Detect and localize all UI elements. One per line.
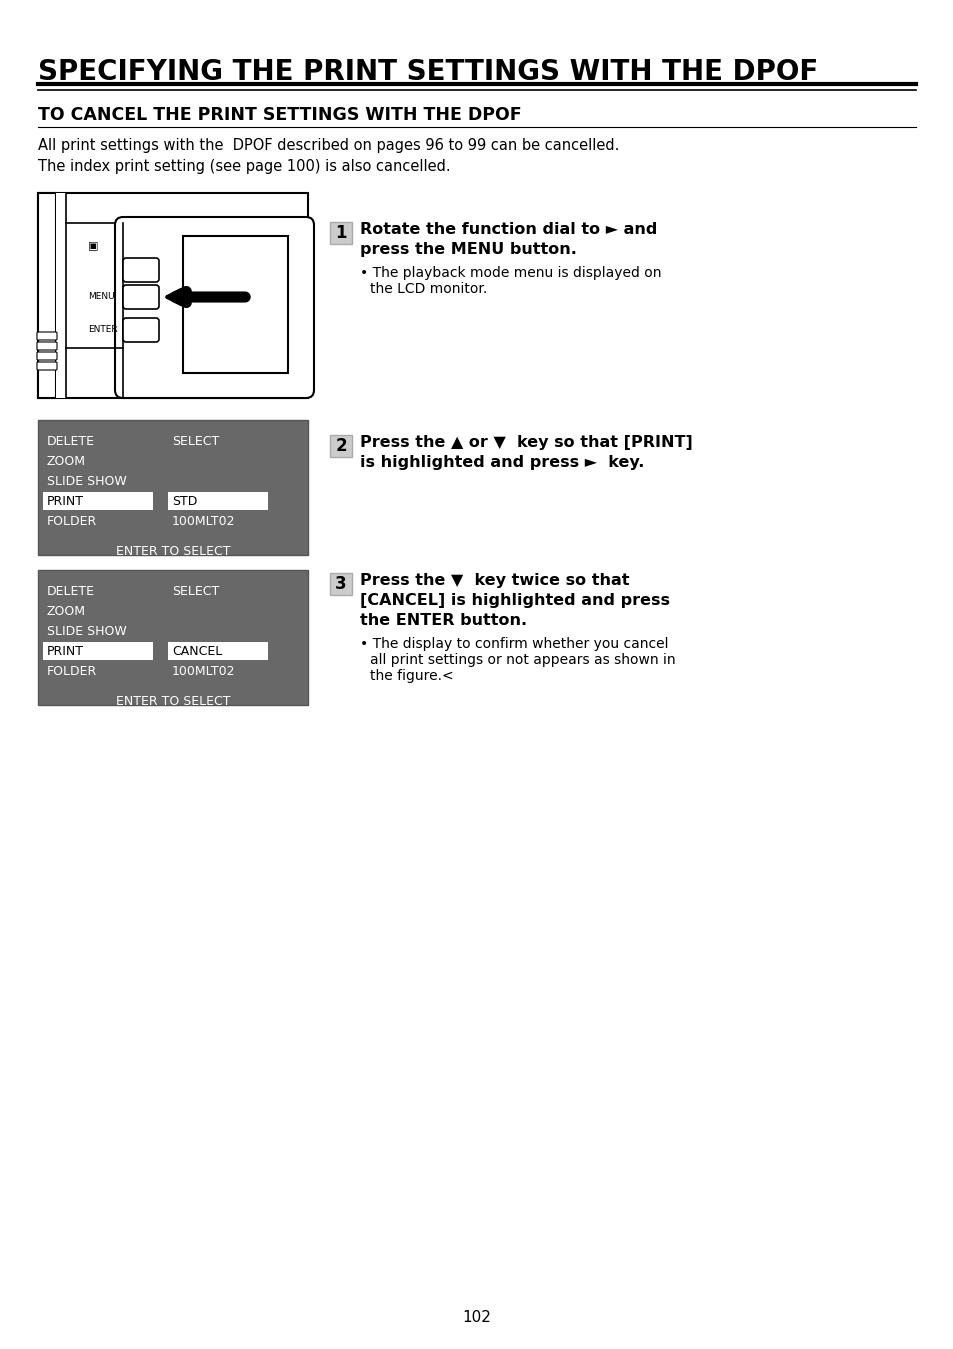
Text: 1: 1 (335, 224, 346, 241)
Bar (183, 236, 288, 374)
FancyBboxPatch shape (123, 285, 159, 309)
Text: ZOOM: ZOOM (47, 604, 86, 618)
FancyBboxPatch shape (37, 332, 57, 340)
Text: FOLDER: FOLDER (47, 515, 97, 527)
Text: the LCD monitor.: the LCD monitor. (370, 282, 487, 295)
Text: ▣: ▣ (88, 241, 98, 251)
Text: ZOOM: ZOOM (47, 455, 86, 468)
Text: TO CANCEL THE PRINT SETTINGS WITH THE DPOF: TO CANCEL THE PRINT SETTINGS WITH THE DP… (38, 107, 521, 124)
Bar (168, 642, 268, 660)
Text: Rotate the function dial to ► and: Rotate the function dial to ► and (359, 223, 657, 237)
Text: PRINT: PRINT (47, 495, 84, 509)
Text: SELECT: SELECT (172, 585, 219, 598)
FancyBboxPatch shape (330, 434, 352, 457)
Text: 102: 102 (462, 1310, 491, 1325)
Text: SELECT: SELECT (172, 434, 219, 448)
FancyBboxPatch shape (123, 318, 159, 343)
Text: 2: 2 (335, 437, 347, 455)
FancyArrowPatch shape (175, 291, 245, 302)
Text: PRINT: PRINT (47, 645, 84, 658)
FancyBboxPatch shape (330, 223, 352, 244)
Text: All print settings with the  DPOF described on pages 96 to 99 can be cancelled.
: All print settings with the DPOF describ… (38, 138, 618, 174)
FancyBboxPatch shape (330, 573, 352, 595)
Text: DELETE: DELETE (47, 585, 95, 598)
Text: STD: STD (172, 495, 197, 509)
FancyBboxPatch shape (115, 217, 314, 398)
Text: [CANCEL] is highlighted and press: [CANCEL] is highlighted and press (359, 594, 669, 608)
FancyBboxPatch shape (37, 343, 57, 349)
Text: ENTER: ENTER (88, 325, 117, 335)
Bar (38, 571, 308, 706)
Text: CANCEL: CANCEL (172, 645, 222, 658)
Text: • The playback mode menu is displayed on: • The playback mode menu is displayed on (359, 266, 660, 281)
Text: ENTER TO SELECT: ENTER TO SELECT (115, 545, 230, 558)
Text: Press the ▼  key twice so that: Press the ▼ key twice so that (359, 573, 629, 588)
Text: is highlighted and press ►  key.: is highlighted and press ► key. (359, 455, 643, 469)
Text: SPECIFYING THE PRINT SETTINGS WITH THE DPOF: SPECIFYING THE PRINT SETTINGS WITH THE D… (38, 58, 818, 86)
Text: SLIDE SHOW: SLIDE SHOW (47, 625, 127, 638)
Text: Press the ▲ or ▼  key so that [PRINT]: Press the ▲ or ▼ key so that [PRINT] (359, 434, 692, 451)
Bar (56, 193, 66, 398)
Bar (38, 193, 308, 398)
Text: ENTER TO SELECT: ENTER TO SELECT (115, 695, 230, 708)
Bar (38, 193, 56, 398)
Text: 100MLT02: 100MLT02 (172, 515, 235, 527)
Text: DELETE: DELETE (47, 434, 95, 448)
Text: 3: 3 (335, 575, 347, 594)
FancyBboxPatch shape (37, 352, 57, 360)
FancyBboxPatch shape (37, 362, 57, 370)
Text: • The display to confirm whether you cancel: • The display to confirm whether you can… (359, 637, 668, 652)
Bar (43, 492, 152, 510)
Text: all print settings or not appears as shown in: all print settings or not appears as sho… (370, 653, 675, 666)
Text: the ENTER button.: the ENTER button. (359, 612, 527, 629)
Text: SLIDE SHOW: SLIDE SHOW (47, 475, 127, 488)
FancyBboxPatch shape (123, 258, 159, 282)
Bar (43, 642, 152, 660)
Text: MENU: MENU (88, 291, 114, 301)
Text: 100MLT02: 100MLT02 (172, 665, 235, 679)
Bar (168, 492, 268, 510)
Text: FOLDER: FOLDER (47, 665, 97, 679)
Text: press the MENU button.: press the MENU button. (359, 241, 577, 258)
Text: the figure.<: the figure.< (370, 669, 453, 683)
Bar (38, 420, 308, 554)
